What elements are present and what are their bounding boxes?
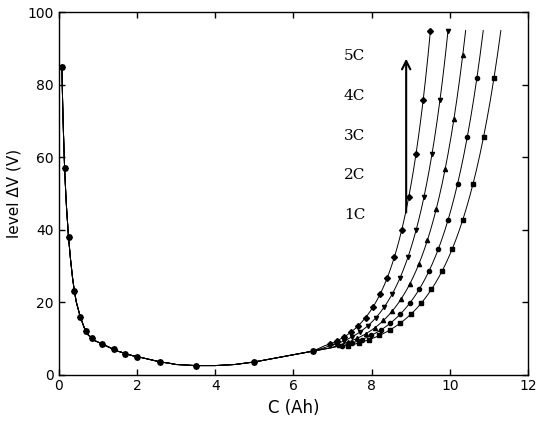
Text: 1C: 1C bbox=[344, 208, 365, 222]
Text: 5C: 5C bbox=[344, 49, 365, 63]
X-axis label: C (Ah): C (Ah) bbox=[268, 399, 319, 417]
Text: 3C: 3C bbox=[344, 128, 365, 142]
Y-axis label: level ΔV (V): level ΔV (V) bbox=[7, 149, 22, 238]
Text: 2C: 2C bbox=[344, 168, 365, 182]
Text: 4C: 4C bbox=[344, 89, 365, 103]
